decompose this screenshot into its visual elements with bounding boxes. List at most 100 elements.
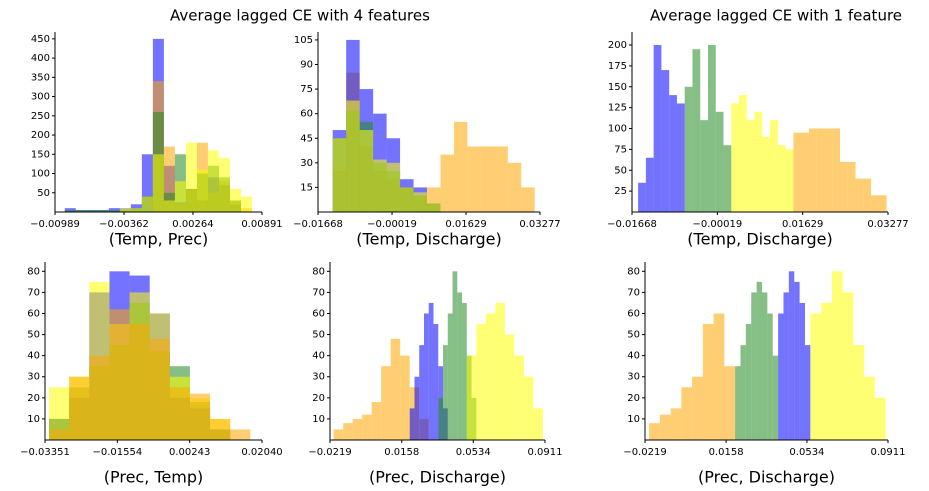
bar (447, 313, 453, 440)
x-tick-label: −0.01668 (607, 219, 657, 230)
bar (419, 345, 424, 440)
x-tick-label: −0.00019 (367, 219, 417, 230)
x-axis-label: (Temp, Discharge) (356, 230, 501, 249)
panel: 10 20 30 40 50 60 70 80 −0.03351 −0.01554 0.00243 0… (20, 262, 283, 487)
x-axis-label: (Temp, Discharge) (687, 230, 832, 249)
bar (692, 49, 701, 213)
bar (840, 161, 848, 212)
bar (533, 408, 543, 440)
bar (707, 45, 716, 213)
panel: 25 50 75 100 125 150 175 200 −0.01668 −0.00019 0.0… (607, 32, 909, 249)
bar (129, 324, 150, 440)
bar (804, 345, 811, 440)
bar (427, 203, 441, 212)
bar (381, 366, 391, 440)
bar (855, 178, 864, 212)
y-tick-label: 125 (608, 103, 627, 114)
y-tick-label: 450 (31, 34, 50, 45)
bar (69, 376, 90, 440)
x-tick-label: 0.0534 (789, 447, 824, 458)
bar (746, 120, 755, 212)
bar (413, 192, 428, 212)
bar (770, 120, 778, 212)
x-axis-label: (Prec, Temp) (104, 468, 204, 487)
bar (777, 145, 786, 212)
y-tick-label: 45 (300, 133, 313, 144)
bar (174, 181, 186, 212)
panel: 10 20 30 40 50 60 70 80 −0.0219 0.0158 0.0534 0.091… (308, 262, 563, 487)
bar (507, 162, 522, 212)
bar (185, 142, 197, 212)
bar (453, 121, 468, 212)
x-tick-label: −0.01668 (293, 219, 343, 230)
bar (49, 387, 70, 440)
bar (485, 313, 496, 440)
y-tick-label: 150 (608, 82, 627, 93)
bar (49, 429, 70, 440)
y-tick-label: 20 (312, 393, 325, 404)
bar (373, 159, 387, 212)
bar (346, 100, 360, 212)
bar (783, 292, 789, 440)
bar (86, 210, 109, 212)
y-tick-label: 40 (312, 351, 325, 362)
bar (64, 210, 87, 212)
bar (332, 138, 347, 212)
bar (352, 418, 363, 440)
bar (676, 103, 685, 212)
x-tick-label: 0.03277 (867, 219, 908, 230)
bar (767, 313, 773, 440)
bar (409, 408, 415, 440)
x-tick-label: 0.01629 (445, 219, 486, 230)
panel: 15 30 45 60 75 90 105 −0.01668 −0.00019 0.01629 0.… (293, 32, 561, 249)
x-tick-label: −0.01554 (92, 447, 142, 458)
x-axis-label: (Temp, Prec) (109, 230, 209, 249)
panel: 10 20 30 40 50 60 70 80 −0.0219 0.0158 0.0534 0.091… (623, 262, 906, 487)
bar (504, 334, 515, 440)
bar (229, 188, 241, 212)
x-tick-label: −0.00989 (30, 219, 80, 230)
bar (89, 355, 110, 440)
bar (390, 338, 401, 440)
bar (794, 281, 800, 440)
bar (152, 154, 164, 212)
y-tick-label: 20 (27, 393, 40, 404)
panel: 50 100 150 200 250 300 350 400 450 −0.00989 −0.003… (30, 32, 283, 249)
bar (653, 45, 662, 213)
bar (735, 366, 741, 440)
x-tick-label: −0.0219 (623, 447, 666, 458)
x-tick-label: 0.00264 (172, 219, 213, 230)
bar (724, 366, 736, 440)
bar (874, 397, 886, 440)
bar (821, 302, 832, 440)
bar (359, 130, 374, 212)
bar (871, 195, 879, 212)
x-tick-label: 0.03277 (519, 219, 560, 230)
bar (521, 187, 535, 212)
bar (240, 196, 252, 212)
x-tick-label: 0.00891 (241, 219, 282, 230)
bar (438, 397, 444, 440)
bar (210, 418, 231, 440)
bar (400, 355, 410, 440)
bar (762, 136, 771, 212)
x-tick-label: 0.01629 (782, 219, 823, 230)
x-tick-label: 0.0911 (871, 447, 906, 458)
bar (659, 414, 671, 440)
y-tick-label: 30 (27, 372, 40, 383)
x-tick-label: −0.0219 (308, 447, 351, 458)
bar (684, 86, 693, 212)
x-tick-label: −0.00019 (693, 219, 743, 230)
bar (713, 313, 725, 440)
bar (745, 324, 752, 440)
bar (739, 95, 747, 212)
bar (847, 161, 856, 212)
bar (799, 302, 805, 440)
y-tick-label: 40 (627, 351, 640, 362)
y-tick-label: 10 (627, 414, 640, 425)
bar (810, 313, 822, 440)
y-tick-label: 75 (614, 144, 627, 155)
bar (751, 292, 757, 440)
x-tick-label: 0.0911 (528, 447, 563, 458)
